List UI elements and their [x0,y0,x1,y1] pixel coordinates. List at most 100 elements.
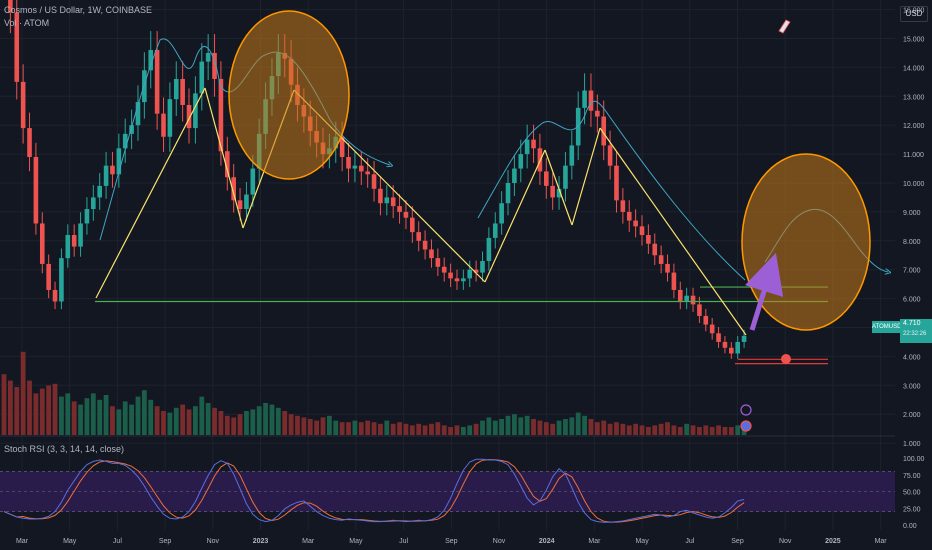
flag-icon [740,420,752,432]
volume-bar [460,427,466,435]
candle-body [601,116,607,146]
candle-body [33,156,39,224]
volume-bar [339,422,345,435]
candle-body [352,165,358,169]
time-tick-label: Mar [588,538,601,545]
volume-bar [33,393,39,435]
candle-body [103,165,109,186]
volume-label: Vol · ATOM [4,18,50,28]
volume-bar [295,415,300,435]
candle-body [410,217,415,233]
candle-body [684,295,689,302]
volume-bar [148,399,154,435]
volume-bar [384,420,390,435]
volume-bar [314,420,320,435]
volume-bar [256,406,262,435]
volume-bar [358,422,364,435]
volume-bar [645,427,651,435]
candle-body [448,272,453,279]
time-tick-label: Mar [875,538,888,545]
candle-body [27,128,32,157]
candle-body [186,104,192,129]
volume-bar [518,417,524,435]
trend-line [599,127,747,336]
candle-body [588,90,594,111]
candle-body [365,171,370,175]
volume-bar [326,415,332,435]
volume-bar [473,423,479,435]
candle-body [486,237,492,262]
candle-body [378,188,383,204]
time-tick-label: Jul [685,538,694,545]
candle-body [78,223,83,247]
candle-body [563,165,568,189]
price-tick-label: 14.000 [903,65,925,72]
volume-bar [103,395,109,435]
candle-body [237,200,243,210]
candle-body [582,90,587,108]
candle-body [116,148,122,175]
candle-body [626,211,632,221]
volume-bar [250,409,256,435]
volume-bar [7,380,13,435]
stoch-tick-label: 0.00 [903,523,917,530]
volume-bar [378,423,383,435]
candle-body [161,113,166,137]
time-tick-label: Jul [399,538,408,545]
time-axis[interactable]: Mar May Jul Sep Nov 2023 Mar May Jul Sep Nov 2024 Ma… [0,530,932,550]
stoch-k-line [3,458,745,523]
volume-bar [403,423,409,435]
candle-body [729,347,734,354]
volume-bar [614,422,619,435]
time-tick-label: May [63,538,77,545]
volume-bar [416,423,422,435]
volume-bar [371,422,377,435]
candle-body [180,78,185,105]
volume-bar [129,404,134,435]
volume-bar [39,388,45,435]
price-axis[interactable]: 17.00016.00015.00014.00013.00012.00011.0… [895,0,932,550]
volume-bar [582,415,587,435]
currency-button[interactable]: USD [900,6,928,22]
candle-body [652,243,658,256]
candle-body [633,220,638,227]
volume-bar [288,414,294,435]
trend-line [95,87,206,299]
candle-body [193,93,198,129]
candle-body [690,295,696,305]
volume-bar [486,417,492,435]
volume-bar [492,420,498,435]
candle-body [20,81,26,129]
volume-bar [626,425,632,435]
volume-bar [52,383,58,435]
candle-body [14,12,20,82]
drawings [95,10,888,432]
volume-bar [282,411,288,435]
candle-body [46,263,51,290]
candle-body [84,209,90,224]
volume-bar [684,423,690,435]
volume-bar [307,419,313,435]
price-tick-label: 9.000 [903,210,921,217]
price-tick-label: 3.000 [903,383,921,390]
price-tick-label: 8.000 [903,239,921,246]
volume-bar [352,420,358,435]
volume-bar [671,425,677,435]
volume-bar [397,422,402,435]
candle-body [244,194,249,210]
volume-bar [212,407,217,435]
volume-bar [65,393,71,435]
rocket-icon [778,19,791,34]
stoch-tick-label: 25.00 [903,506,921,513]
volume-bar [390,423,396,435]
candle-body [429,249,434,259]
price-axis-bg [895,0,932,550]
candle-body [671,272,677,290]
volume-bar [301,417,307,435]
candle-body [403,211,409,218]
candle-body [658,255,664,264]
volume-bar [531,419,536,435]
time-tick-label: Nov [493,538,506,545]
stoch-rsi-pane [0,458,895,523]
